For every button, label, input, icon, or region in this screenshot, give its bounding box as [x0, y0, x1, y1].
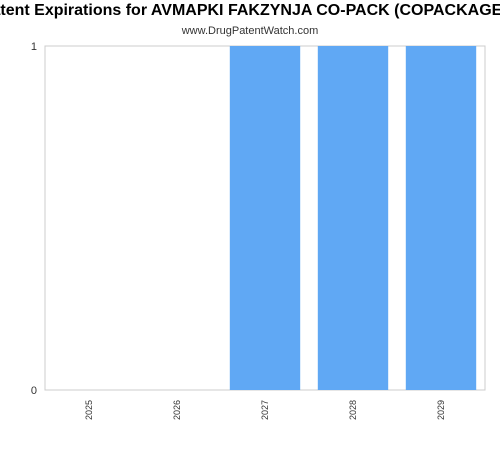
x-tick-label: 2027: [260, 400, 270, 420]
y-tick-label: 0: [31, 385, 37, 397]
bar-2028: [318, 46, 388, 390]
y-axis: 01: [31, 41, 37, 397]
x-tick-label: 2026: [172, 400, 182, 420]
x-tick-label: 2025: [84, 400, 94, 420]
y-tick-label: 1: [31, 41, 37, 53]
bar-2027: [230, 46, 300, 390]
x-axis: 2025 2026 2027 2028 2029: [84, 400, 446, 420]
x-tick-label: 2028: [348, 400, 358, 420]
bar-2029: [406, 46, 476, 390]
x-tick-label: 2029: [436, 400, 446, 420]
bars-group: [230, 46, 476, 390]
